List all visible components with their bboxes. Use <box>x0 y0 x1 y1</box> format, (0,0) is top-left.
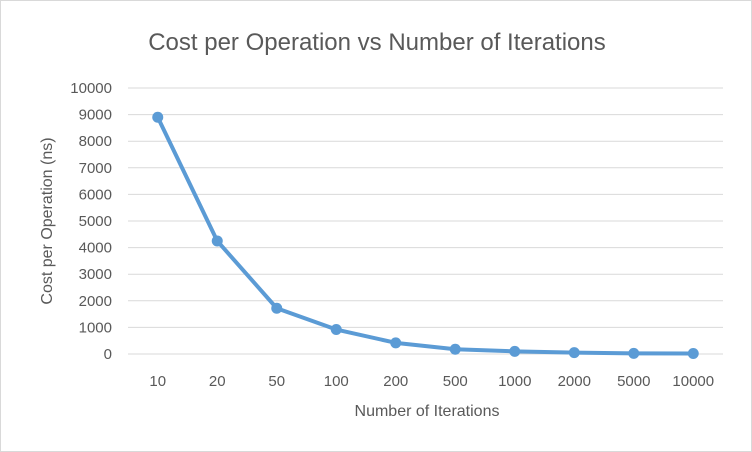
x-tick-label: 50 <box>268 373 285 390</box>
data-point <box>152 111 164 123</box>
x-tick-label: 20 <box>209 373 226 390</box>
data-point <box>568 347 580 359</box>
x-tick-label: 200 <box>383 373 408 390</box>
y-tick-label: 8000 <box>79 133 112 150</box>
y-tick-label: 6000 <box>79 186 112 203</box>
gridlines <box>128 87 723 355</box>
data-point <box>390 337 402 349</box>
y-tick-label: 4000 <box>79 240 112 257</box>
data-point <box>687 347 699 359</box>
data-point <box>271 302 283 314</box>
data-point <box>628 347 640 359</box>
data-point <box>509 345 521 357</box>
x-tick-label: 10000 <box>672 373 714 390</box>
y-tick-label: 3000 <box>79 266 112 283</box>
x-tick-label: 10 <box>149 373 166 390</box>
x-tick-label: 5000 <box>617 373 650 390</box>
data-point <box>330 324 342 336</box>
y-tick-label: 7000 <box>79 160 112 177</box>
x-tick-label: 500 <box>443 373 468 390</box>
series-line <box>155 115 696 356</box>
y-axis-ticks: 0 1000 2000 3000 4000 5000 6000 7000 8000 9000 100… <box>70 80 112 363</box>
y-tick-label: 10000 <box>70 80 112 97</box>
y-tick-label: 1000 <box>79 319 112 336</box>
y-tick-label: 5000 <box>79 213 112 230</box>
data-point <box>449 343 461 355</box>
y-tick-label: 0 <box>104 346 112 363</box>
x-tick-label: 2000 <box>558 373 591 390</box>
y-tick-label: 9000 <box>79 107 112 124</box>
y-axis-title: Cost per Operation (ns) <box>39 137 56 304</box>
data-point <box>211 235 223 247</box>
x-tick-label: 100 <box>324 373 349 390</box>
series-layer <box>152 111 699 359</box>
x-axis-ticks: 10 20 50 100 200 500 1000 2000 5000 10000 <box>149 373 714 390</box>
x-tick-label: 1000 <box>498 373 531 390</box>
x-axis-title: Number of Iterations <box>355 403 500 420</box>
chart-title: Cost per Operation vs Number of Iteratio… <box>148 29 606 56</box>
y-tick-label: 2000 <box>79 293 112 310</box>
